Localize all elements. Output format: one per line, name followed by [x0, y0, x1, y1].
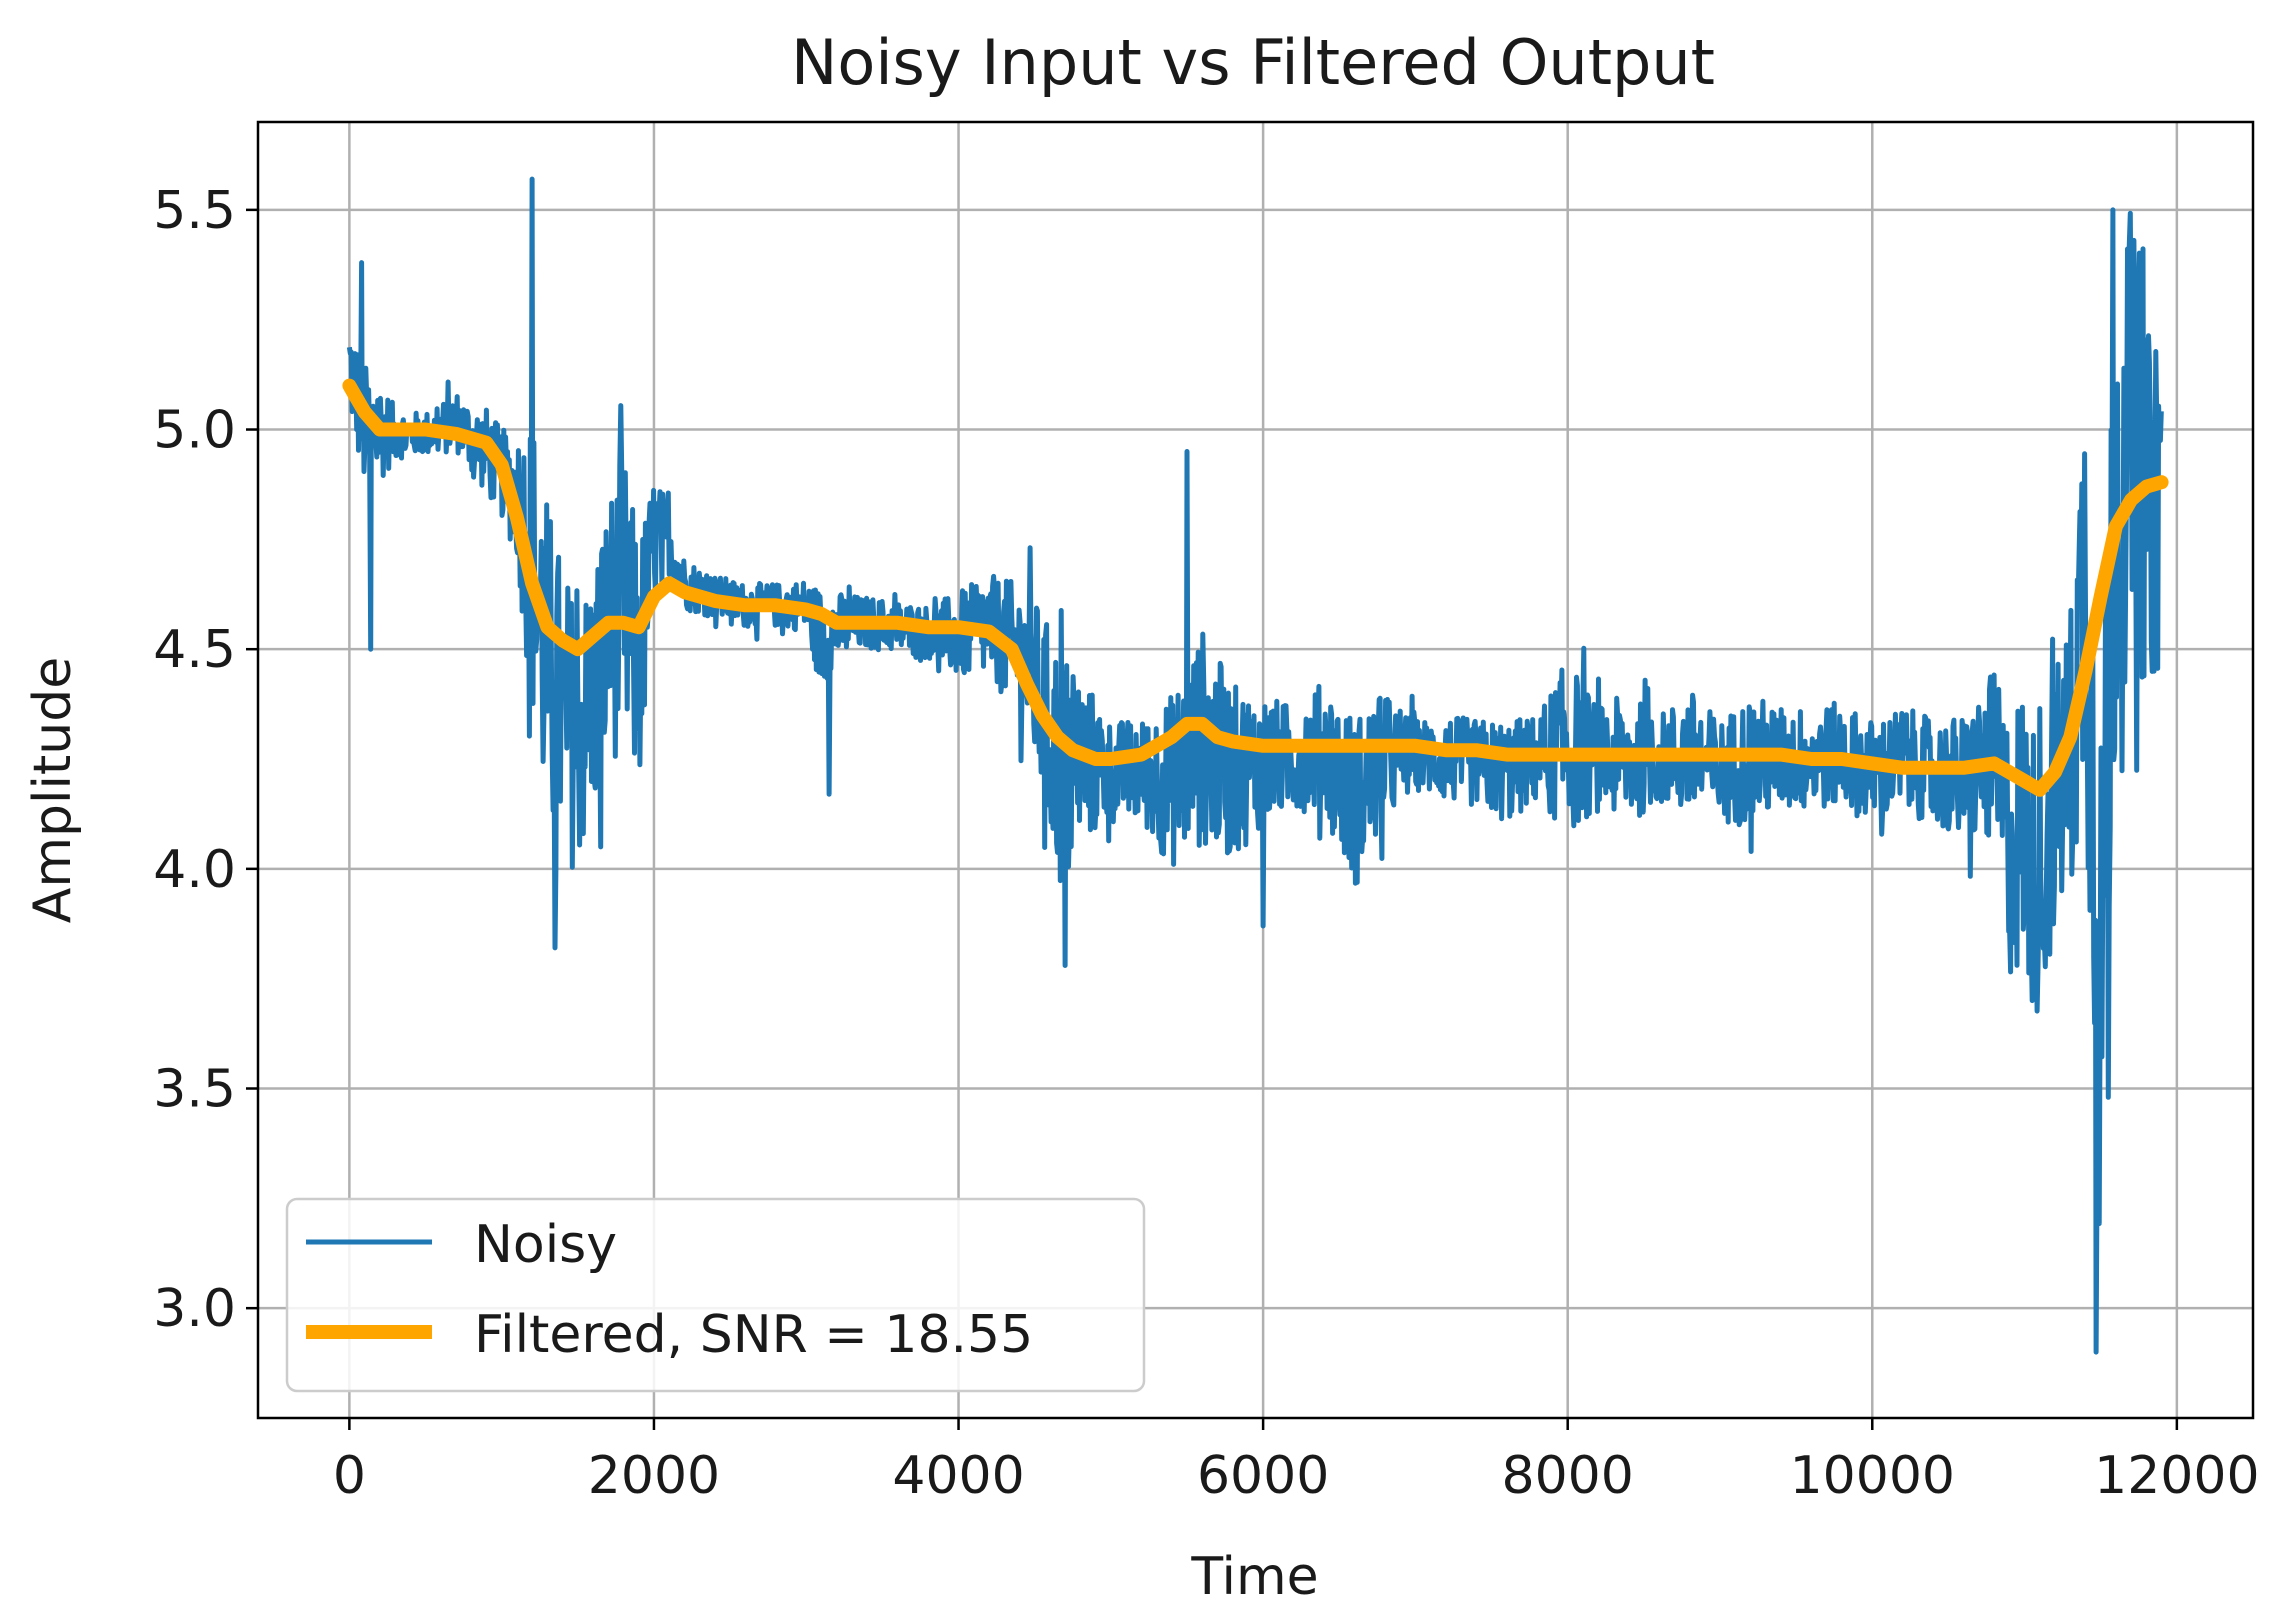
x-axis-ticks: 0 2000 4000 6000 8000 10000 12000 — [333, 1418, 2260, 1506]
x-tick-label: 8000 — [1502, 1446, 1634, 1506]
legend-label-noisy: Noisy — [474, 1215, 617, 1275]
x-tick-label: 6000 — [1197, 1446, 1329, 1506]
legend: Noisy Filtered, SNR = 18.55 — [285, 1197, 1146, 1393]
y-tick-label: 3.5 — [153, 1060, 236, 1120]
legend-box — [285, 1197, 1146, 1393]
x-tick-label: 12000 — [2094, 1446, 2259, 1506]
y-axis-ticks: 3.0 3.5 4.0 4.5 5.0 5.5 — [153, 181, 258, 1339]
x-tick-label: 0 — [333, 1446, 366, 1506]
chart-title: Noisy Input vs Filtered Output — [791, 26, 1715, 99]
x-tick-label: 10000 — [1790, 1446, 1955, 1506]
series-line-filtered — [342, 378, 2169, 797]
x-tick-label: 2000 — [588, 1446, 720, 1506]
x-axis-label: Time — [1190, 1547, 1318, 1607]
series-line-noisy — [346, 176, 2164, 1355]
y-tick-label: 4.5 — [153, 620, 236, 680]
y-tick-label: 4.0 — [153, 840, 236, 900]
y-tick-label: 5.0 — [153, 401, 236, 461]
y-tick-label: 5.5 — [153, 181, 236, 241]
plot-frame — [256, 120, 2255, 1420]
y-tick-label: 3.0 — [153, 1279, 236, 1339]
plot-series — [342, 176, 2169, 1355]
legend-label-filtered: Filtered, SNR = 18.55 — [474, 1305, 1033, 1365]
y-axis-label: Amplitude — [23, 657, 83, 923]
x-tick-label: 4000 — [892, 1446, 1024, 1506]
